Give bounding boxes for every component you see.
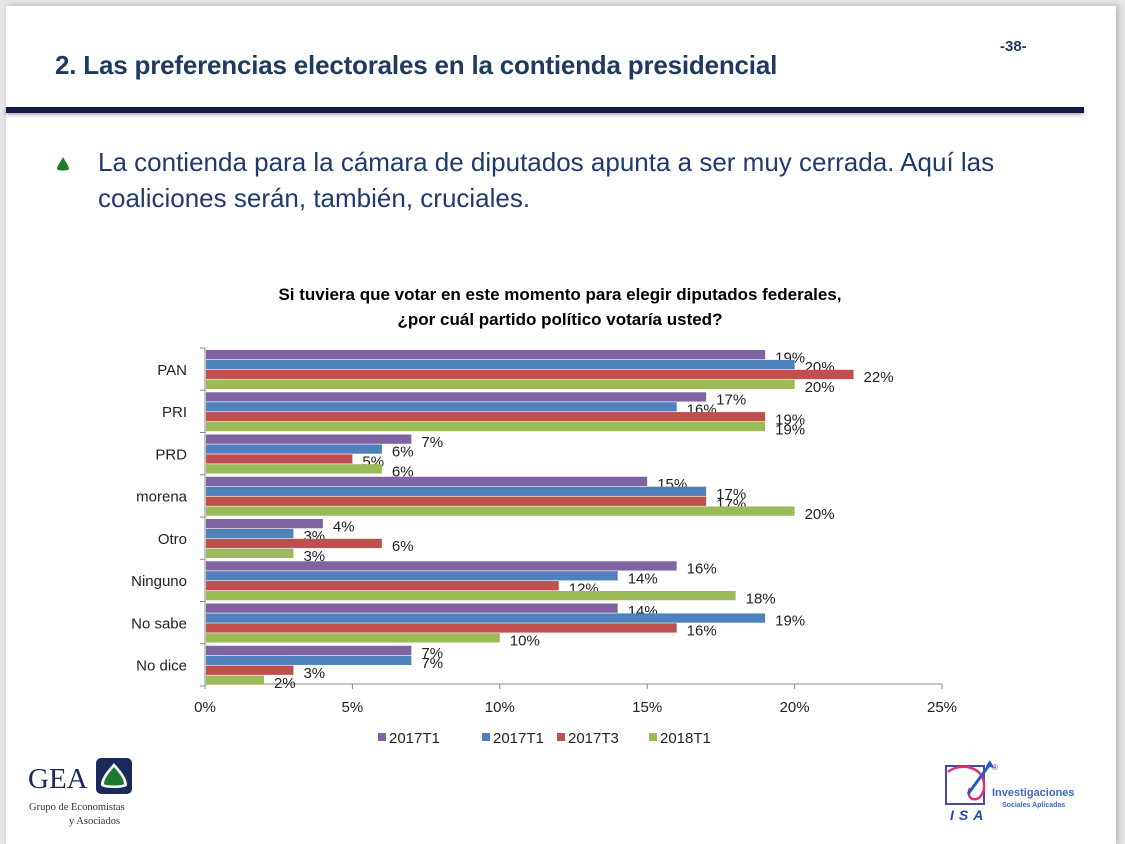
data-label: 17% <box>716 486 746 503</box>
data-label: 19% <box>775 421 805 438</box>
slide-title: 2. Las preferencias electorales en la co… <box>55 50 778 80</box>
bar <box>206 538 382 549</box>
bar <box>206 350 766 360</box>
bar <box>206 464 382 474</box>
bar <box>206 379 795 389</box>
gea-logo-text: GEA <box>28 763 88 795</box>
category-label: Ninguno <box>131 573 187 590</box>
x-tick-label: 15% <box>632 699 662 716</box>
bar <box>206 528 294 539</box>
isa-logo-text: ISA <box>950 807 988 823</box>
category-label: Otro <box>158 531 187 548</box>
x-tick-label: 10% <box>485 699 515 716</box>
isa-logo-line2: Sociales Aplicadas <box>1002 802 1065 809</box>
bar <box>206 675 264 685</box>
bullet-text: La contienda para la cámara de diputados… <box>98 147 995 213</box>
data-label: 16% <box>687 623 717 640</box>
legend-label: 2017T3 <box>568 730 619 747</box>
data-label: 3% <box>303 665 325 682</box>
chart-title: Si tuviera que votar en este momento par… <box>200 282 920 332</box>
bar <box>206 412 766 422</box>
bar <box>206 548 294 558</box>
bar <box>206 665 294 675</box>
data-label: 18% <box>746 590 776 607</box>
bar <box>206 581 559 591</box>
gea-logo-line2: y Asociados <box>69 816 120 827</box>
data-label: 2% <box>274 675 296 692</box>
x-tick-label: 20% <box>780 699 810 716</box>
data-label: 6% <box>392 538 414 555</box>
bar <box>206 434 412 444</box>
gea-logo-line1: Grupo de Economistas <box>29 802 125 813</box>
bar <box>206 655 412 665</box>
data-label: 7% <box>421 655 443 672</box>
legend-label: 2018T1 <box>660 730 711 747</box>
registered-mark: ® <box>992 763 998 772</box>
data-label: 6% <box>392 464 414 481</box>
data-label: 14% <box>628 570 658 587</box>
category-label: PAN <box>157 362 187 379</box>
gea-logo: GEA Grupo de Economistas y Asociados <box>28 758 132 827</box>
legend-swatch <box>649 733 657 741</box>
legend-swatch <box>482 733 490 741</box>
bar <box>206 633 500 643</box>
bar <box>206 454 353 464</box>
category-label: No dice <box>136 658 187 675</box>
bar <box>206 561 677 571</box>
data-label: 20% <box>805 506 835 523</box>
x-tick-label: 5% <box>342 699 364 716</box>
category-label: PRI <box>162 404 187 421</box>
isa-logo-line1: Investigaciones <box>992 787 1075 799</box>
bar <box>206 571 618 581</box>
data-label: 4% <box>333 518 355 535</box>
data-label: 7% <box>421 645 443 662</box>
legend-swatch <box>378 733 386 741</box>
chart-title-line-2: ¿por cuál partido político votaría usted… <box>397 310 723 329</box>
data-label: 7% <box>421 434 443 451</box>
bar <box>206 496 707 506</box>
page-number: -38- <box>1000 38 1027 55</box>
legend-swatch <box>557 733 565 741</box>
data-label: 10% <box>510 633 540 650</box>
isa-logo: ISA ® Investigaciones Sociales Aplicadas <box>945 760 1075 823</box>
bar <box>206 359 795 370</box>
bar <box>206 590 736 601</box>
bar <box>206 444 382 454</box>
bar <box>206 519 323 529</box>
bar <box>206 645 412 656</box>
data-label: 6% <box>392 444 414 461</box>
data-label: 19% <box>775 411 805 428</box>
category-label: PRD <box>155 446 187 463</box>
data-label: 17% <box>716 392 746 409</box>
bar <box>206 392 707 402</box>
bar <box>206 369 854 380</box>
data-label: 22% <box>864 369 894 386</box>
data-label: 16% <box>687 561 717 578</box>
bar <box>206 402 677 412</box>
x-tick-label: 0% <box>194 699 216 716</box>
bar <box>206 623 677 633</box>
bar <box>206 603 618 613</box>
bar <box>206 486 707 496</box>
title-divider <box>6 107 1084 113</box>
x-tick-label: 25% <box>927 699 957 716</box>
data-label: 20% <box>805 379 835 396</box>
bar <box>206 421 766 432</box>
data-label: 19% <box>775 613 805 630</box>
category-label: morena <box>136 489 188 506</box>
chart-title-line-1: Si tuviera que votar en este momento par… <box>278 285 842 304</box>
category-label: No sabe <box>131 615 187 632</box>
data-label: 3% <box>303 548 325 565</box>
bar <box>206 476 648 487</box>
legend-label: 2017T1 <box>389 730 440 747</box>
bar <box>206 613 766 623</box>
legend-label: 2017T1 <box>493 730 544 747</box>
bar <box>206 506 795 516</box>
green-triangle-bullet-icon <box>57 157 69 171</box>
